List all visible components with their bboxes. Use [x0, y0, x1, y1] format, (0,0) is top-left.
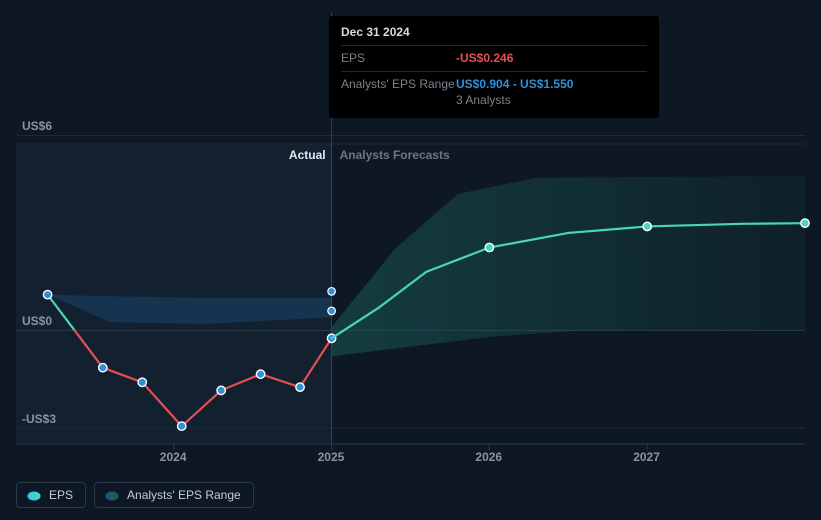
actual-region-label: Actual	[289, 148, 326, 162]
y-axis-tick-label: US$0	[22, 314, 52, 328]
tooltip-eps-value: -US$0.246	[456, 50, 513, 66]
tooltip-analyst-count: 3 Analysts	[456, 92, 647, 108]
x-axis-tick-label: 2026	[475, 450, 502, 464]
legend-label: EPS	[49, 488, 73, 502]
y-axis-tick-label: -US$3	[22, 412, 56, 426]
chart-tooltip: Dec 31 2024 EPS -US$0.246 Analysts' EPS …	[329, 16, 659, 118]
tooltip-range-value: US$0.904 - US$1.550	[456, 76, 573, 92]
legend-swatch	[105, 490, 119, 500]
y-axis-tick-label: US$6	[22, 119, 52, 133]
x-axis-tick-label: 2025	[318, 450, 345, 464]
legend-item-range[interactable]: Analysts' EPS Range	[94, 482, 254, 508]
forecast-region-label: Analysts Forecasts	[340, 148, 450, 162]
legend-item-eps[interactable]: EPS	[16, 482, 86, 508]
legend-label: Analysts' EPS Range	[127, 488, 241, 502]
tooltip-eps-label: EPS	[341, 50, 456, 66]
tooltip-date: Dec 31 2024	[341, 24, 647, 40]
x-axis-tick-label: 2027	[633, 450, 660, 464]
chart-legend: EPS Analysts' EPS Range	[16, 482, 254, 508]
tooltip-range-label: Analysts' EPS Range	[341, 76, 456, 92]
legend-swatch	[27, 490, 41, 500]
x-axis-tick-label: 2024	[160, 450, 187, 464]
eps-chart: US$6 US$0 -US$3 2024 2025 2026 2027 Actual Ana…	[0, 0, 821, 520]
